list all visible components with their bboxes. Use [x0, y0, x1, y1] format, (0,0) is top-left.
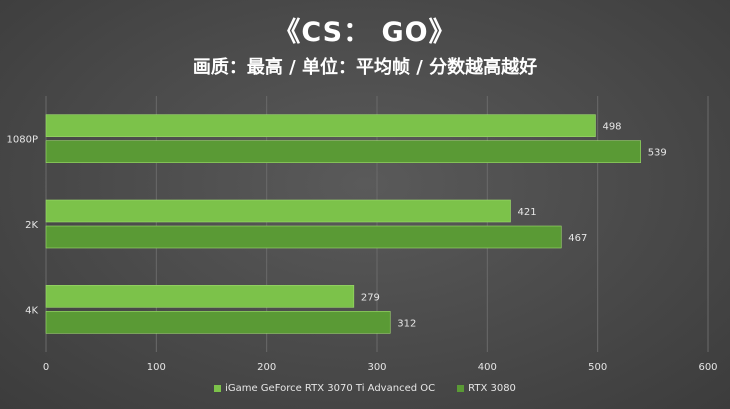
bar-series-1-2K	[45, 199, 511, 223]
bar-series-2-4K	[45, 311, 391, 334]
legend-label-series-2: RTX 3080	[468, 383, 516, 394]
chart-subtitle: 画质：最高 / 单位：平均帧 / 分数越高越好	[192, 57, 538, 78]
bars	[45, 114, 641, 334]
category-label-4K: 4K	[25, 305, 38, 316]
x-tick-label-0: 0	[43, 362, 49, 373]
legend-swatch-series-1	[214, 385, 222, 392]
data-label-series-2-1080P: 539	[648, 148, 667, 159]
labels: 0 100 200 300 400 500 600 1080P 498 539 2K 421 467 4K…	[7, 122, 718, 373]
legend-label-series-1: iGame GeForce RTX 3070 Ti Advanced OC	[225, 383, 436, 394]
x-tick-label-200: 200	[257, 362, 276, 373]
x-tick-label-500: 500	[588, 362, 607, 373]
legend-item-series-1: iGame GeForce RTX 3070 Ti Advanced OC	[214, 383, 435, 394]
grid-lines	[45, 96, 709, 352]
data-label-series-2-4K: 312	[397, 318, 416, 329]
bar-series-1-1080P	[45, 114, 596, 137]
chart-legend: iGame GeForce RTX 3070 Ti Advanced OC RT…	[0, 383, 730, 394]
chart-title: 《CS： GO》	[273, 17, 457, 48]
bar-series-1-4K	[45, 285, 355, 308]
bar-series-2-1080P	[45, 140, 641, 163]
bar-series-2-2K	[45, 225, 562, 249]
legend-swatch-series-2	[457, 385, 465, 392]
data-label-series-1-2K: 421	[518, 207, 537, 218]
category-label-2K: 2K	[25, 220, 38, 231]
data-label-series-1-1080P: 498	[602, 122, 621, 133]
data-label-series-2-2K: 467	[568, 233, 587, 244]
x-tick-label-300: 300	[367, 362, 386, 373]
legend-item-series-2: RTX 3080	[457, 383, 516, 394]
x-tick-label-100: 100	[147, 362, 166, 373]
x-tick-label-400: 400	[478, 362, 497, 373]
category-label-1080P: 1080P	[7, 135, 38, 146]
x-tick-label-600: 600	[698, 362, 717, 373]
data-label-series-1-4K: 279	[361, 292, 380, 303]
